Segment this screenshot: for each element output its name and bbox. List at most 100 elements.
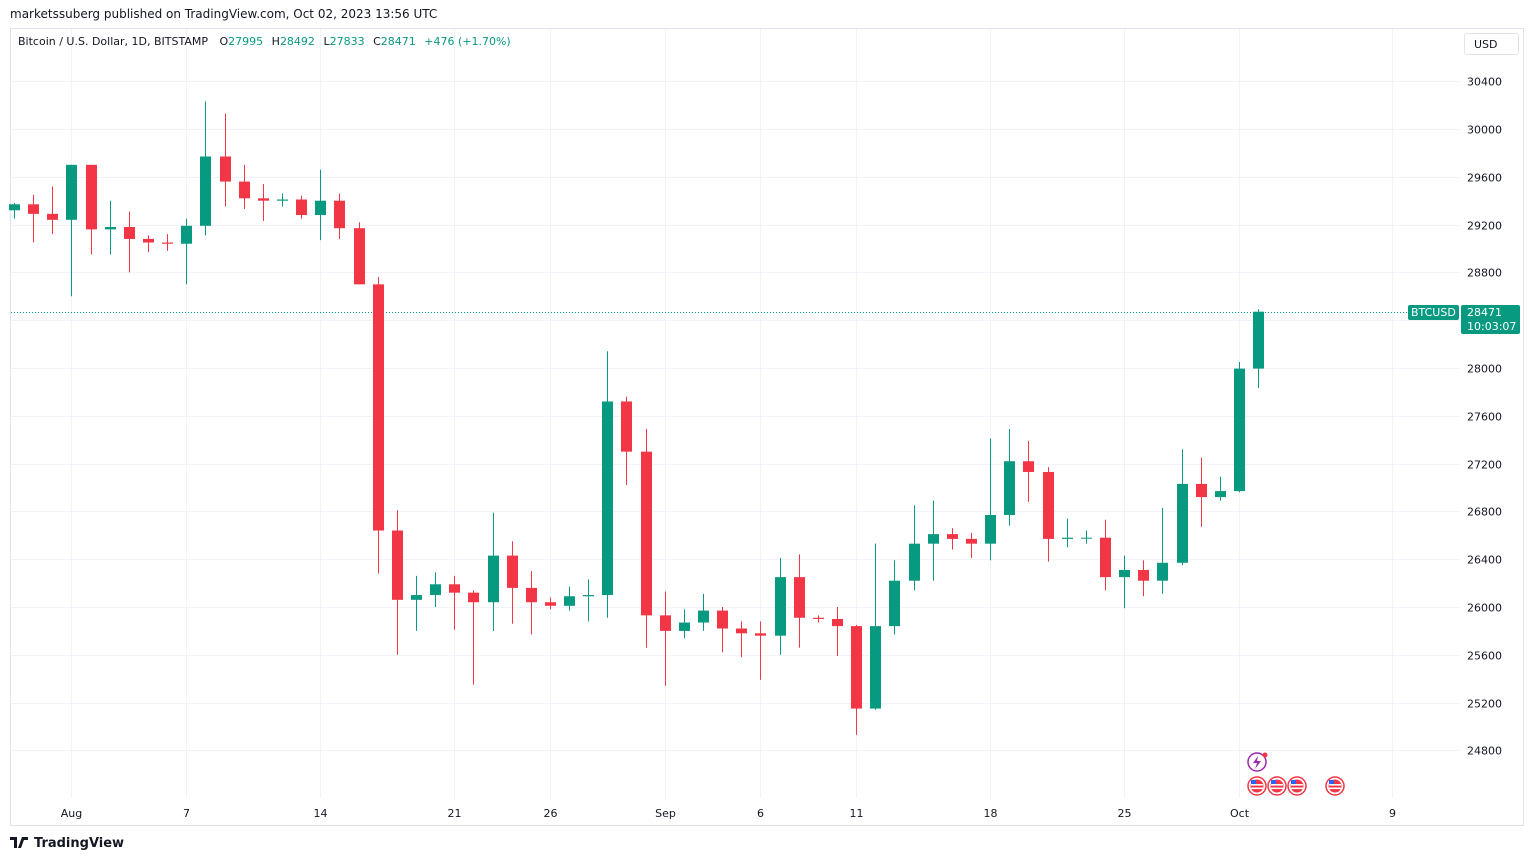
candle-body xyxy=(488,555,499,603)
candle-body xyxy=(411,595,422,600)
candle-body xyxy=(641,451,652,616)
price-tick-label: 26800 xyxy=(1467,506,1502,519)
symbol-legend: Bitcoin / U.S. Dollar, 1D, BITSTAMP O279… xyxy=(18,35,516,48)
candle-body xyxy=(1119,569,1130,578)
flag-stripe xyxy=(1251,787,1263,790)
candle-body xyxy=(1043,471,1054,539)
time-tick-label: 21 xyxy=(448,807,462,820)
candle xyxy=(947,528,958,550)
candle-body xyxy=(1157,562,1168,581)
candle-body xyxy=(794,577,805,618)
candle xyxy=(277,193,288,207)
candle-body xyxy=(181,225,192,244)
candle xyxy=(813,615,824,623)
candle-body xyxy=(373,284,384,531)
chart-frame xyxy=(10,28,1524,826)
candle-body xyxy=(1004,461,1015,515)
candle-body xyxy=(354,228,365,285)
candle xyxy=(143,235,154,253)
us-flag-icon xyxy=(1325,776,1345,796)
price-tick-label: 29200 xyxy=(1467,220,1502,233)
flag-stripe xyxy=(1329,784,1341,786)
candle-body xyxy=(545,602,556,606)
flag-stripe xyxy=(1291,787,1303,790)
candle xyxy=(488,512,499,631)
candle-body xyxy=(162,242,173,244)
candle-body xyxy=(296,199,307,216)
close-value: 28471 xyxy=(380,35,416,48)
price-tick-label: 27200 xyxy=(1467,459,1502,472)
candle xyxy=(1062,518,1073,548)
low-value: 27833 xyxy=(329,35,365,48)
time-axis: Aug 7 14 21 26 Sep 6 11 18 25 Oct 9 xyxy=(61,807,1396,820)
candle-body xyxy=(430,584,441,596)
candle-body xyxy=(621,401,632,452)
high-label: H xyxy=(271,35,280,48)
candle-body xyxy=(315,200,326,216)
candle xyxy=(679,609,690,639)
candle xyxy=(28,194,39,243)
time-tick-label: 26 xyxy=(544,807,558,820)
candle xyxy=(717,607,728,653)
last-price-value: 28471 xyxy=(1467,306,1502,319)
flag-stripe xyxy=(1329,787,1341,790)
candle xyxy=(1100,519,1111,591)
candle xyxy=(1023,440,1034,502)
candle xyxy=(449,575,460,630)
currency-button[interactable]: USD xyxy=(1464,33,1519,55)
candle-body xyxy=(1234,368,1245,492)
bar-countdown: 10:03:07 xyxy=(1467,320,1517,333)
candle-body xyxy=(602,401,613,596)
candle-body xyxy=(583,595,594,597)
candle-body xyxy=(449,584,460,593)
candle-body xyxy=(813,617,824,619)
candle xyxy=(1043,467,1054,562)
candle xyxy=(1196,457,1207,527)
candle-body xyxy=(392,530,403,600)
price-axis: 24800 25200 25600 26000 26400 26800 27200 27600… xyxy=(1467,76,1502,758)
candle xyxy=(545,597,556,610)
time-tick-label: 9 xyxy=(1389,807,1396,820)
candle xyxy=(889,560,900,635)
candle-body xyxy=(86,164,97,230)
time-tick-label: 18 xyxy=(984,807,998,820)
flag-canton xyxy=(1291,780,1296,784)
candle xyxy=(1177,449,1188,566)
candle xyxy=(1234,362,1245,493)
events-lightning-icon xyxy=(1247,752,1268,772)
flag-stripe xyxy=(1291,784,1303,786)
candle xyxy=(775,558,786,655)
change-value: +476 (+1.70%) xyxy=(424,35,511,48)
candle xyxy=(86,164,97,255)
candle xyxy=(1119,555,1130,609)
candle xyxy=(1004,428,1015,526)
price-tick-label: 25200 xyxy=(1467,698,1502,711)
candle-body xyxy=(1023,461,1034,472)
candle xyxy=(392,510,403,655)
price-tick-label: 26000 xyxy=(1467,602,1502,615)
candle xyxy=(354,222,365,285)
candle-body xyxy=(1138,569,1149,581)
candle xyxy=(47,186,58,235)
candle xyxy=(334,193,345,239)
chart-grid xyxy=(11,29,1460,798)
tradingview-logo[interactable]: TradingView xyxy=(10,836,124,851)
candle-body xyxy=(775,577,786,636)
time-tick-label: 14 xyxy=(314,807,328,820)
candle-body xyxy=(277,199,288,201)
candle xyxy=(9,203,20,219)
candle xyxy=(870,543,881,710)
candle-body xyxy=(1062,537,1073,539)
last-price-tag: 28471 10:03:07 xyxy=(1461,305,1520,334)
candle xyxy=(583,579,594,622)
candle-body xyxy=(220,156,231,182)
event-dot xyxy=(1262,752,1268,758)
candle xyxy=(430,572,441,607)
logo-text: TradingView xyxy=(34,836,125,851)
candle xyxy=(928,500,939,581)
candle xyxy=(526,571,537,635)
flag-stripe xyxy=(1271,784,1283,786)
flag-stripe xyxy=(1251,784,1263,786)
candle xyxy=(296,195,307,219)
